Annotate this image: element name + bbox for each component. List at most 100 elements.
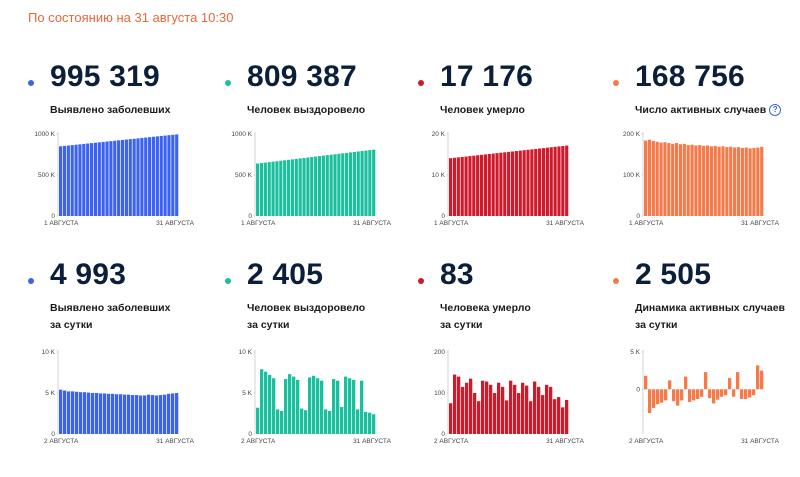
bar [503,152,507,216]
bar [268,374,272,434]
bar [521,382,525,434]
bar [644,375,648,390]
bar [744,389,748,399]
bar [93,142,98,216]
bar [364,150,368,216]
bar [87,392,91,434]
x-tick-label-end: 31 АВГУСТА [156,220,195,227]
bar [561,407,565,434]
bar [513,384,517,434]
bar [553,399,557,434]
bar [352,151,356,216]
bar [79,392,83,434]
bar [465,382,469,434]
bar [748,389,752,398]
bar [296,379,300,434]
x-tick-label-end: 31 АВГУСТА [353,220,392,227]
bar [151,395,155,434]
bar [304,410,308,434]
y-tick-label: 1000 K [34,131,55,138]
y-tick-label: 500 K [38,172,56,179]
bar [729,146,733,216]
bar [680,389,684,401]
bar [501,386,505,434]
bar [530,149,534,216]
series-dot [418,278,424,284]
stat-value: 168 756 [635,60,745,93]
stat-value: 83 [440,258,474,291]
bar [732,389,736,397]
bar [306,157,310,216]
bar [151,136,156,216]
bar [481,380,485,434]
bar [136,138,140,216]
bar [345,152,349,216]
bar [713,145,717,216]
bar [696,389,700,399]
bar [360,151,364,216]
bar [756,147,760,216]
help-icon[interactable]: ? [769,104,782,116]
y-tick-label: 5 K [630,349,640,356]
series-dot [225,278,231,284]
bar [656,389,660,405]
bar [728,378,732,390]
bar [510,151,515,216]
bar [509,380,513,434]
stat-value: 17 176 [440,60,533,93]
bar [163,394,167,434]
bar [131,395,135,434]
y-tick-label: 0 [248,431,252,438]
stat-label: Выявлено заболевших за сутки [50,302,171,331]
bar [698,145,702,216]
bar [533,381,537,434]
series-dot [613,80,619,86]
bar [517,393,521,434]
bar [545,147,549,216]
bar [647,139,652,216]
bar [487,153,491,216]
bar [148,137,152,216]
bar [541,148,546,216]
bar [341,153,345,216]
x-tick-label-start: 2 АВГУСТА [434,438,469,445]
bar [109,141,113,216]
bar [317,156,322,216]
bar [132,138,136,216]
bar [485,381,489,434]
bar [325,155,329,216]
bar [103,393,107,434]
bar [300,408,304,434]
bar [75,391,79,434]
bar [260,369,264,434]
bar [163,135,167,216]
bar [557,146,561,216]
series-dot [28,278,34,284]
bar [63,390,67,434]
bar [453,374,457,434]
bar [537,386,541,434]
bar [298,158,302,216]
y-tick-label: 0 [636,386,640,393]
bar [256,163,260,216]
bar [476,155,480,216]
bar [534,148,538,216]
bar [159,395,163,434]
bar [644,140,648,216]
bar [553,146,557,216]
bar [473,393,477,434]
x-tick-label-start: 2 АВГУСТА [629,438,664,445]
bar [336,380,340,434]
bar [483,154,488,216]
bar [522,150,526,216]
x-tick-label-start: 2 АВГУСТА [44,438,79,445]
bar [86,143,90,216]
bar-chart: 0 500 K 1000 K 1 АВГУСТА 31 АВГУСТА [34,131,195,227]
x-tick-label-start: 1 АВГУСТА [629,220,664,227]
bar [263,162,267,216]
bar [676,389,680,406]
stat-value: 995 319 [50,60,160,93]
stat-label: Человек умерло [440,104,525,116]
series-dot [225,80,231,86]
bar [105,141,109,216]
